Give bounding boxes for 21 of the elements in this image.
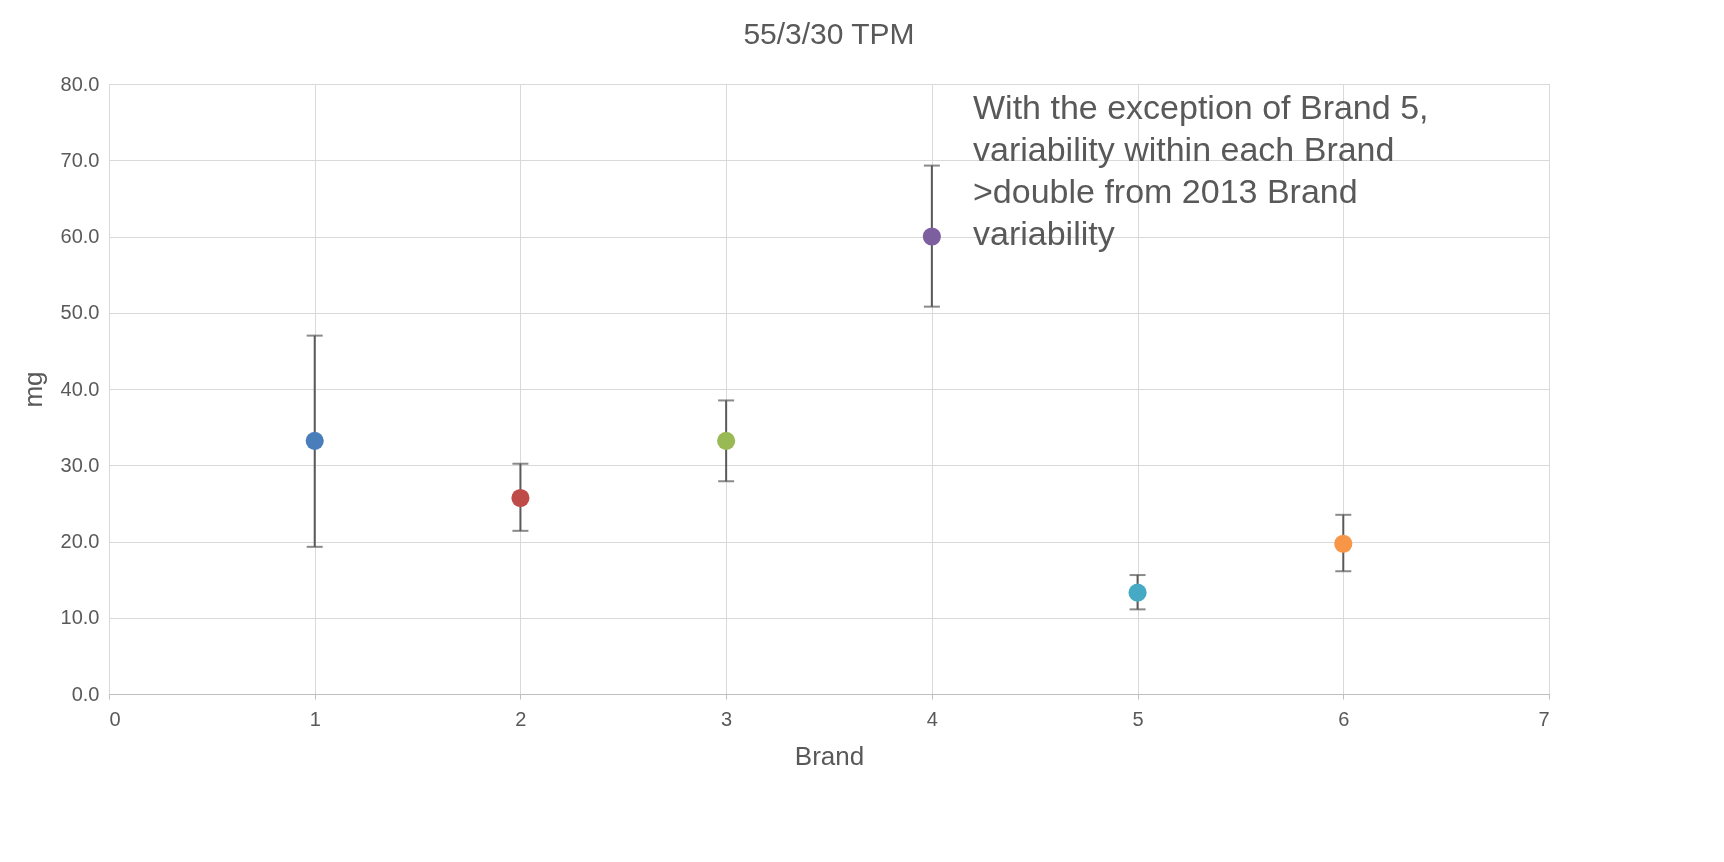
annotation: With the exception of Brand 5, variability within each Brand >double from 2013 Brand variability bbox=[973, 88, 1429, 252]
x-axis-title: Brand bbox=[794, 740, 865, 771]
x-tick-label: 1 bbox=[309, 707, 321, 730]
y-tick-label: 20.0 bbox=[60, 530, 100, 552]
y-tick-label: 40.0 bbox=[60, 377, 100, 400]
y-tick-label: 10.0 bbox=[60, 606, 100, 629]
x-tick-label: 6 bbox=[1338, 707, 1350, 730]
y-axis-title: mg bbox=[17, 371, 48, 408]
y-tick-label: 60.0 bbox=[60, 225, 100, 247]
y-tick-label: 0.0 bbox=[71, 682, 100, 705]
y-tick-label: 30.0 bbox=[60, 453, 100, 476]
x-tick-label: 5 bbox=[1132, 707, 1144, 730]
y-tick-label: 80.0 bbox=[60, 72, 100, 95]
x-tick-label: 3 bbox=[721, 707, 733, 730]
y-tick-label: 70.0 bbox=[60, 148, 100, 171]
y-tick-label: 50.0 bbox=[60, 301, 100, 324]
x-tick-label: 0 bbox=[109, 707, 121, 730]
chart-title: 55/3/30 TPM bbox=[743, 17, 915, 50]
x-tick-label: 7 bbox=[1538, 707, 1550, 730]
x-tick-label: 2 bbox=[515, 707, 527, 730]
x-tick-label: 4 bbox=[926, 707, 938, 730]
